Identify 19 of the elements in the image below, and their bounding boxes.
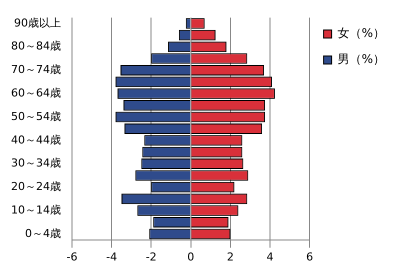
x-tick-label: 2 (226, 250, 234, 264)
x-tick-label: 6 (306, 250, 314, 264)
x-tick-label: -2 (146, 250, 157, 264)
y-tick-label: 20～24歳 (10, 180, 61, 194)
y-tick-label: 50～54歳 (10, 110, 61, 123)
y-tick-label: 10～14歳 (10, 203, 61, 216)
legend-label: 女（%） (338, 26, 386, 40)
y-tick-label: 0～4歳 (24, 226, 61, 240)
y-tick-label: 40～44歳 (10, 133, 61, 146)
x-tick-label: 0 (187, 250, 194, 264)
y-tick-label: 60～64歳 (10, 86, 61, 100)
x-tick-label: 4 (266, 250, 274, 264)
y-tick-label: 70～74歳 (10, 63, 61, 76)
y-tick-label: 30～34歳 (10, 156, 61, 170)
y-tick-label: 80～84歳 (10, 40, 61, 53)
legend-label: 男（%） (338, 52, 386, 66)
y-tick-label: 90歳以上 (14, 16, 61, 30)
x-tick-label: -4 (106, 250, 118, 264)
x-tick-label: -6 (66, 250, 78, 264)
